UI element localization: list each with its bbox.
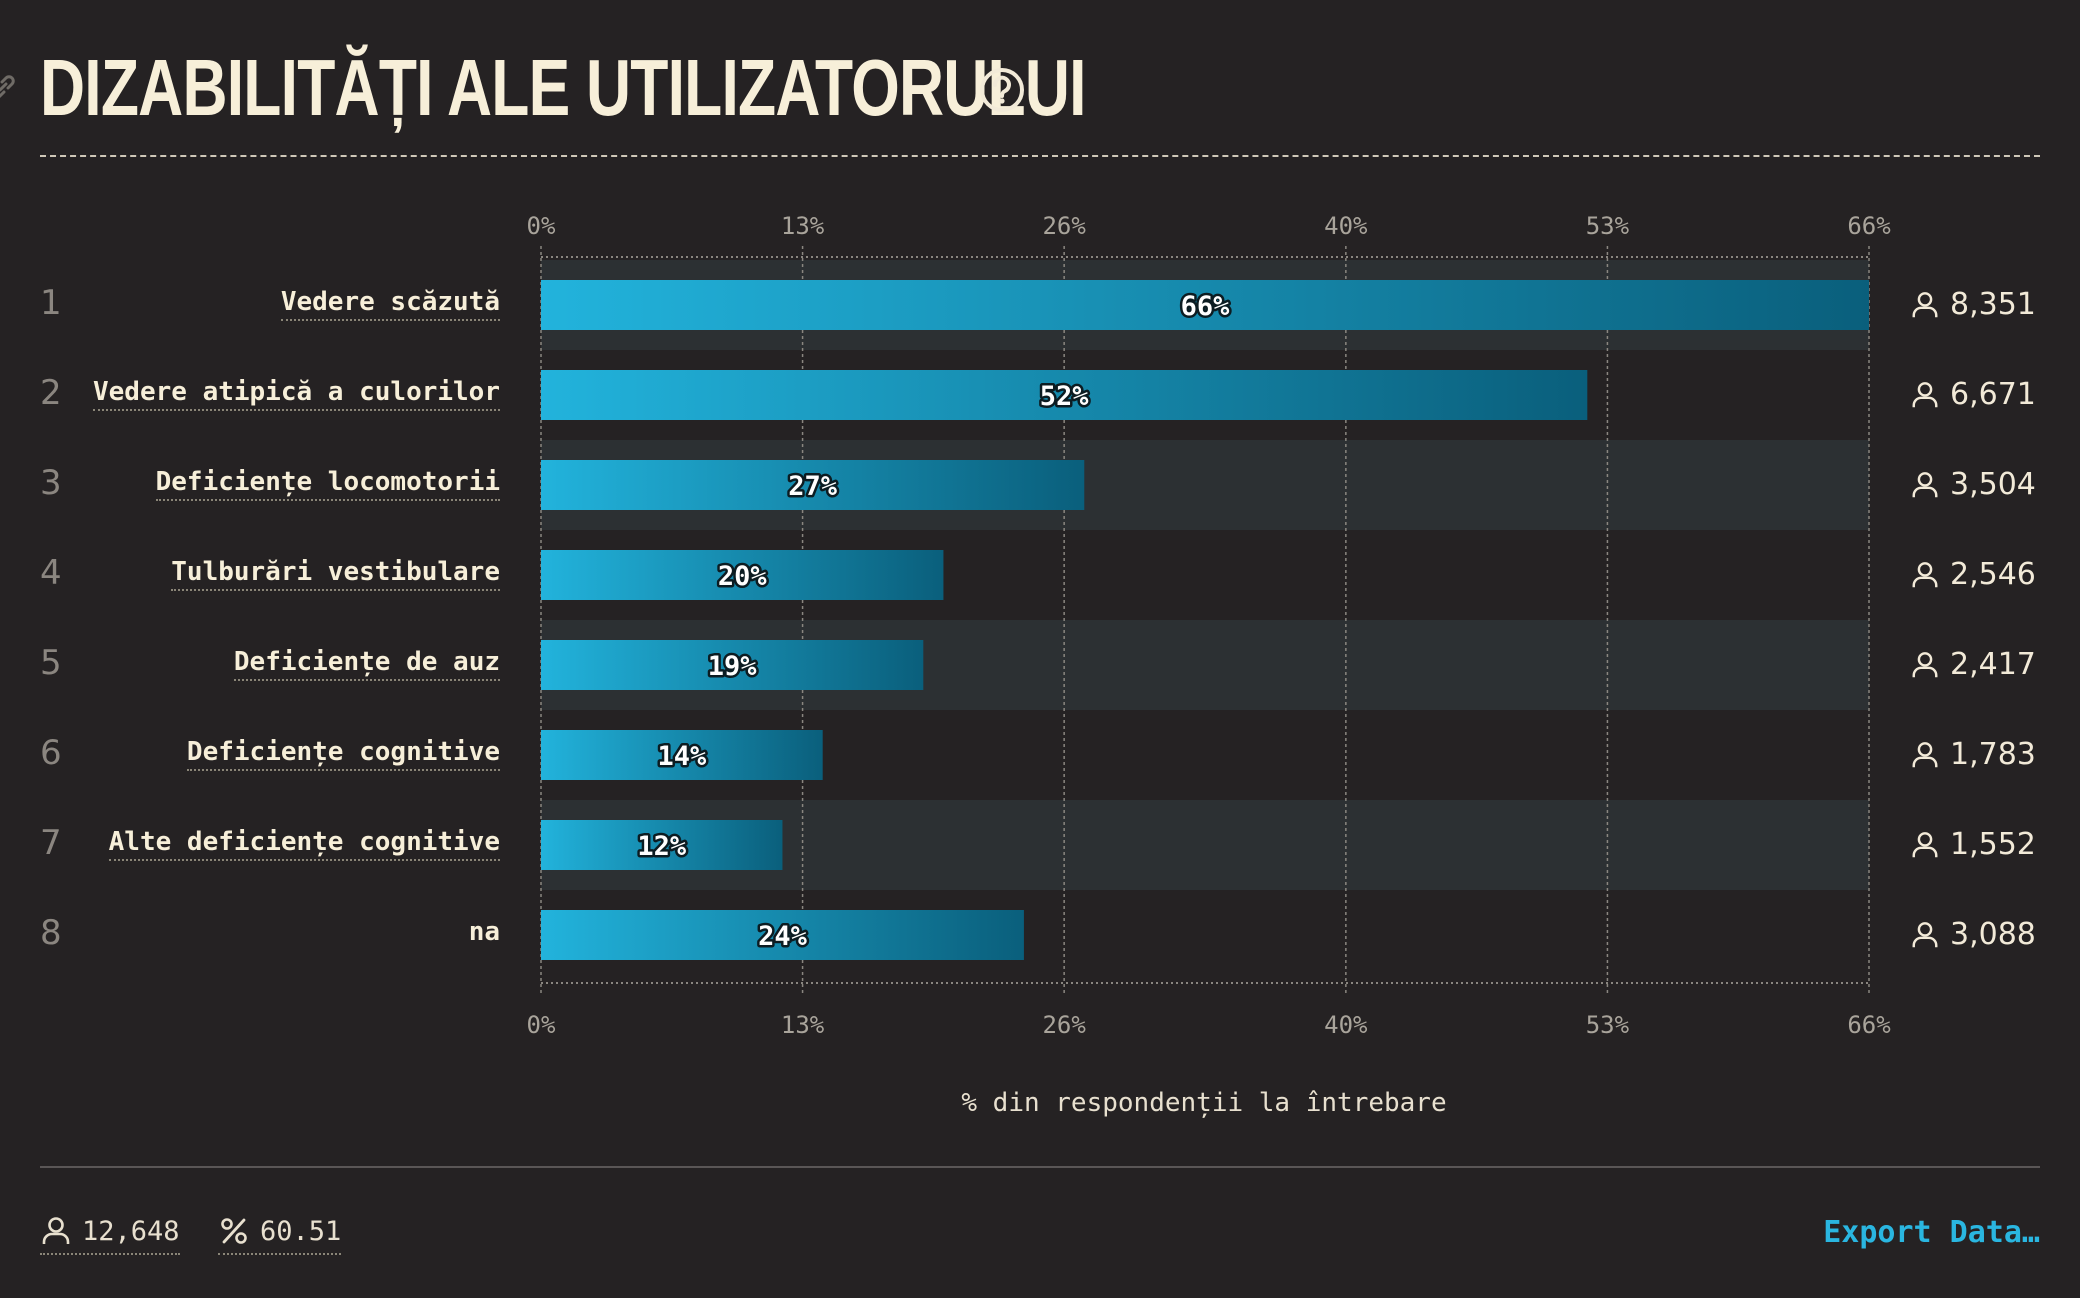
footer-divider bbox=[40, 1166, 2040, 1168]
respondent-count: 2,417 bbox=[1910, 645, 2036, 685]
title-row: DIZABILITĂȚI ALE UTILIZATORULUI bbox=[40, 38, 1240, 138]
row-rank: 8 bbox=[40, 913, 62, 953]
category-label[interactable]: Alte deficiențe cognitive bbox=[108, 825, 500, 861]
respondent-count: 3,504 bbox=[1910, 465, 2036, 505]
respondent-count-value: 3,088 bbox=[1950, 917, 2036, 952]
user-icon bbox=[1912, 472, 1938, 498]
tick-label-bottom: 0% bbox=[527, 1011, 556, 1039]
category-label: na bbox=[468, 917, 500, 947]
respondent-count: 6,671 bbox=[1910, 375, 2036, 415]
category-label[interactable]: Deficiențe locomotorii bbox=[155, 465, 500, 501]
category-label[interactable]: Vedere atipică a culorilor bbox=[93, 375, 500, 411]
row-rank: 2 bbox=[40, 373, 62, 413]
bar[interactable] bbox=[541, 370, 1588, 420]
respondent-count: 2,546 bbox=[1910, 555, 2036, 595]
tick-label-bottom: 53% bbox=[1586, 1011, 1630, 1039]
category-label[interactable]: Deficiențe cognitive bbox=[186, 735, 500, 771]
respondent-count: 8,351 bbox=[1910, 285, 2036, 325]
user-icon bbox=[1912, 292, 1938, 318]
respondent-count-value: 6,671 bbox=[1950, 377, 2036, 412]
user-icon bbox=[1912, 652, 1938, 678]
bar[interactable] bbox=[541, 730, 823, 780]
respondent-count-value: 2,417 bbox=[1950, 647, 2036, 682]
question-circle-icon[interactable] bbox=[978, 66, 1026, 114]
row-rank: 1 bbox=[40, 283, 62, 323]
category-label[interactable]: Vedere scăzută bbox=[280, 285, 500, 321]
bar[interactable] bbox=[541, 550, 944, 600]
bar[interactable] bbox=[541, 910, 1024, 960]
bar[interactable] bbox=[541, 460, 1085, 510]
row-rank: 7 bbox=[40, 823, 62, 863]
row-rank: 3 bbox=[40, 463, 62, 503]
percent-icon bbox=[221, 1218, 247, 1244]
tick-label-top: 0% bbox=[527, 212, 556, 240]
link-icon[interactable] bbox=[0, 70, 20, 104]
respondent-count-value: 2,546 bbox=[1950, 557, 2036, 592]
percent-value: 60.51 bbox=[260, 1215, 342, 1247]
row-rank: 4 bbox=[40, 553, 62, 593]
user-icon bbox=[1912, 922, 1938, 948]
bar[interactable] bbox=[541, 640, 924, 690]
export-data-link[interactable]: Export Data… bbox=[1823, 1215, 2040, 1250]
bar-value-label: 12% bbox=[637, 831, 687, 862]
bar-value-label: 24% bbox=[758, 921, 808, 952]
respondent-count-value: 1,552 bbox=[1950, 827, 2036, 862]
tick-label-top: 13% bbox=[781, 212, 825, 240]
row-rank: 5 bbox=[40, 643, 62, 683]
tick-label-bottom: 26% bbox=[1042, 1011, 1086, 1039]
respondent-count: 1,783 bbox=[1910, 735, 2036, 775]
tick-label-bottom: 66% bbox=[1847, 1011, 1891, 1039]
user-icon bbox=[1912, 742, 1938, 768]
tick-label-top: 66% bbox=[1847, 212, 1891, 240]
bar-value-label: 52% bbox=[1040, 381, 1090, 412]
bar-value-label: 14% bbox=[657, 741, 707, 772]
page-title: DIZABILITĂȚI ALE UTILIZATORULUI bbox=[40, 43, 1087, 132]
respondent-count-value: 3,504 bbox=[1950, 467, 2036, 502]
tick-label-top: 40% bbox=[1324, 212, 1368, 240]
user-icon bbox=[42, 1217, 70, 1244]
bar[interactable] bbox=[541, 820, 783, 870]
respondent-count: 3,088 bbox=[1910, 915, 2036, 955]
x-axis-label: % din respondenții la întrebare bbox=[961, 1088, 1447, 1118]
title-divider bbox=[40, 155, 2040, 157]
respondent-count: 1,552 bbox=[1910, 825, 2036, 865]
user-icon bbox=[1912, 562, 1938, 588]
user-icon bbox=[1912, 832, 1938, 858]
respondents-count: 12,648 bbox=[82, 1215, 180, 1247]
bar-value-label: 27% bbox=[788, 471, 838, 502]
respondent-count-value: 1,783 bbox=[1950, 737, 2036, 772]
respondents-stat[interactable]: 12,648 bbox=[40, 1215, 180, 1255]
tick-label-top: 53% bbox=[1586, 212, 1630, 240]
user-icon bbox=[1912, 382, 1938, 408]
bar-value-label: 20% bbox=[718, 561, 768, 592]
respondent-count-value: 8,351 bbox=[1950, 287, 2036, 322]
category-label[interactable]: Tulburări vestibulare bbox=[171, 555, 500, 591]
bar[interactable] bbox=[541, 280, 1869, 330]
category-label[interactable]: Deficiențe de auz bbox=[233, 645, 500, 681]
tick-label-bottom: 40% bbox=[1324, 1011, 1368, 1039]
tick-label-top: 26% bbox=[1042, 212, 1086, 240]
tick-label-bottom: 13% bbox=[781, 1011, 825, 1039]
bar-value-label: 66% bbox=[1181, 291, 1231, 322]
row-rank: 6 bbox=[40, 733, 62, 773]
percent-stat[interactable]: 60.51 bbox=[218, 1215, 342, 1255]
bar-value-label: 19% bbox=[708, 651, 758, 682]
